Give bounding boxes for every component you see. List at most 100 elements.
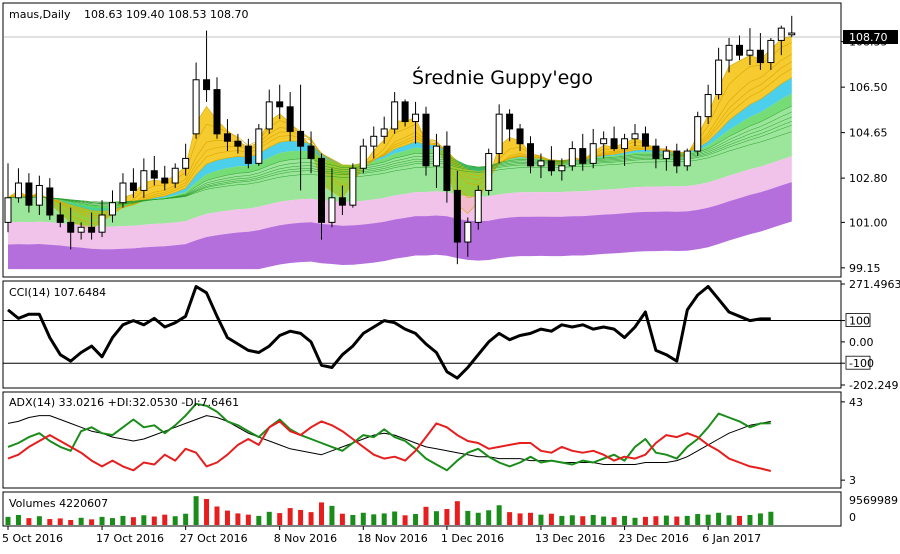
volume-bar-56 [590, 514, 596, 525]
volume-bar-41 [433, 511, 439, 525]
volume-bar-33 [350, 514, 356, 525]
candle-body-29 [307, 145, 315, 159]
time-tick-label-2: 27 Oct 2016 [180, 532, 248, 545]
volume-bar-58 [611, 517, 617, 525]
last-price-value: 108.70 [849, 31, 888, 44]
price-tick-label-3: 102.80 [849, 172, 888, 185]
cci-series-line [7, 285, 771, 380]
cci-panel[interactable]: CCI(14) 107.6484 271.4963 100 0.00 -100 -202… [2, 278, 900, 392]
guppy-long-ema-30 [7, 105, 792, 206]
guppy-long-ema-50 [7, 124, 792, 204]
adx-panel[interactable]: ADX(14) 33.0216 +DI:32.0530 -DI:7.6461 4… [2, 391, 863, 489]
chart-title: Średnie Guppy'ego [412, 65, 593, 89]
volume-bar-71 [747, 514, 753, 525]
candle-body-1 [14, 182, 22, 199]
volume-bars [5, 496, 774, 525]
volume-bar-46 [486, 510, 492, 525]
cci-tick-label-4: -202.249 [849, 379, 898, 392]
guppy-short-ema-15 [7, 77, 792, 212]
volume-bar-49 [517, 513, 523, 525]
candle-body-32 [338, 197, 346, 206]
volume-bar-30 [319, 502, 324, 525]
candle-body-6 [67, 221, 75, 233]
candle-body-26 [276, 101, 284, 108]
volume-bar-26 [277, 513, 283, 525]
candle-body-68 [715, 59, 723, 96]
candle-body-66 [694, 116, 702, 152]
volume-bar-5 [57, 518, 63, 525]
volume-bar-39 [413, 514, 419, 525]
candle-body-52 [547, 160, 555, 172]
price-panel[interactable]: maus,Daily 108.63 109.40 108.53 108.70 Ś… [2, 2, 898, 278]
volume-panel-frame [2, 491, 842, 527]
time-tick-label-3: 8 Nov 2016 [274, 532, 337, 545]
candle-body-45 [474, 189, 482, 223]
candle-body-0 [4, 197, 12, 223]
candle-body-21 [223, 133, 231, 142]
candle-body-13 [140, 170, 148, 191]
candle-body-7 [77, 226, 85, 233]
candle-body-2 [25, 182, 33, 206]
volume-bar-35 [371, 514, 377, 525]
cci-label: CCI(14) 107.6484 [9, 286, 106, 299]
candle-body-72 [756, 49, 764, 64]
price-tick-label-2: 104.65 [849, 127, 888, 140]
candle-body-47 [495, 113, 503, 155]
volume-bar-59 [622, 515, 628, 525]
time-axis: 5 Oct 2016 17 Oct 2016 27 Oct 2016 8 Nov 20… [2, 526, 761, 545]
volume-bar-66 [695, 514, 701, 525]
volume-panel[interactable]: Volumes 4220607 9569989 0 [2, 491, 898, 527]
symbol-label: maus,Daily [9, 8, 71, 21]
volume-bar-37 [392, 511, 398, 525]
candle-body-37 [391, 101, 399, 130]
candle-body-17 [182, 157, 190, 169]
volume-bar-57 [601, 516, 607, 525]
volume-bar-54 [569, 515, 575, 525]
candle-body-14 [150, 170, 158, 179]
guppy-short-ribbon [8, 36, 792, 229]
candle-body-18 [192, 79, 200, 135]
volume-bar-67 [705, 514, 711, 525]
adx-lines [7, 402, 772, 472]
cci-panel-frame [2, 280, 842, 389]
candle-body-10 [109, 202, 116, 216]
candlesticks [4, 15, 796, 265]
volume-bar-43 [454, 501, 460, 525]
price-tick-label-4: 101.00 [849, 216, 888, 229]
candle-body-50 [527, 143, 534, 167]
adx-panel-frame [2, 391, 842, 489]
volume-bar-1 [15, 514, 21, 525]
time-tick-label-7: 23 Dec 2016 [619, 532, 689, 545]
candle-body-33 [349, 167, 357, 206]
volume-bar-32 [339, 513, 345, 525]
cci-level-badge-3 [845, 355, 871, 370]
volume-bar-38 [402, 515, 408, 525]
volume-bar-19 [204, 498, 210, 525]
volume-bar-15 [162, 514, 168, 525]
adx-label: ADX(14) 33.0216 +DI:32.0530 -DI:7.6461 [9, 396, 239, 409]
volume-tick-label-1: 0 [849, 511, 856, 524]
guppy-pink-ribbon [8, 156, 792, 250]
adx-tick-label-0: 43 [849, 396, 863, 409]
volume-bar-62 [653, 516, 659, 525]
volume-bar-7 [78, 517, 84, 525]
candle-body-8 [88, 226, 96, 233]
guppy-green-ribbon [8, 93, 792, 208]
guppy-purple-ribbon [8, 182, 792, 270]
candle-body-40 [422, 113, 430, 167]
time-tick-label-8: 6 Jan 2017 [702, 532, 761, 545]
candle-body-64 [673, 150, 681, 167]
cci-tick-label-0: 271.4963 [849, 278, 900, 291]
volume-bar-42 [444, 509, 450, 525]
volume-bar-28 [298, 509, 304, 525]
candle-body-70 [736, 44, 743, 56]
candle-body-55 [579, 148, 587, 164]
volume-bar-25 [266, 511, 272, 525]
ohlc-label: 108.63 109.40 108.53 108.70 [84, 8, 248, 21]
volume-axis: 9569989 0 [849, 494, 898, 524]
volume-bar-2 [26, 518, 32, 525]
time-tick-label-1: 17 Oct 2016 [96, 532, 164, 545]
volume-tick-label-0: 9569989 [849, 494, 898, 507]
volume-bar-12 [130, 517, 136, 525]
